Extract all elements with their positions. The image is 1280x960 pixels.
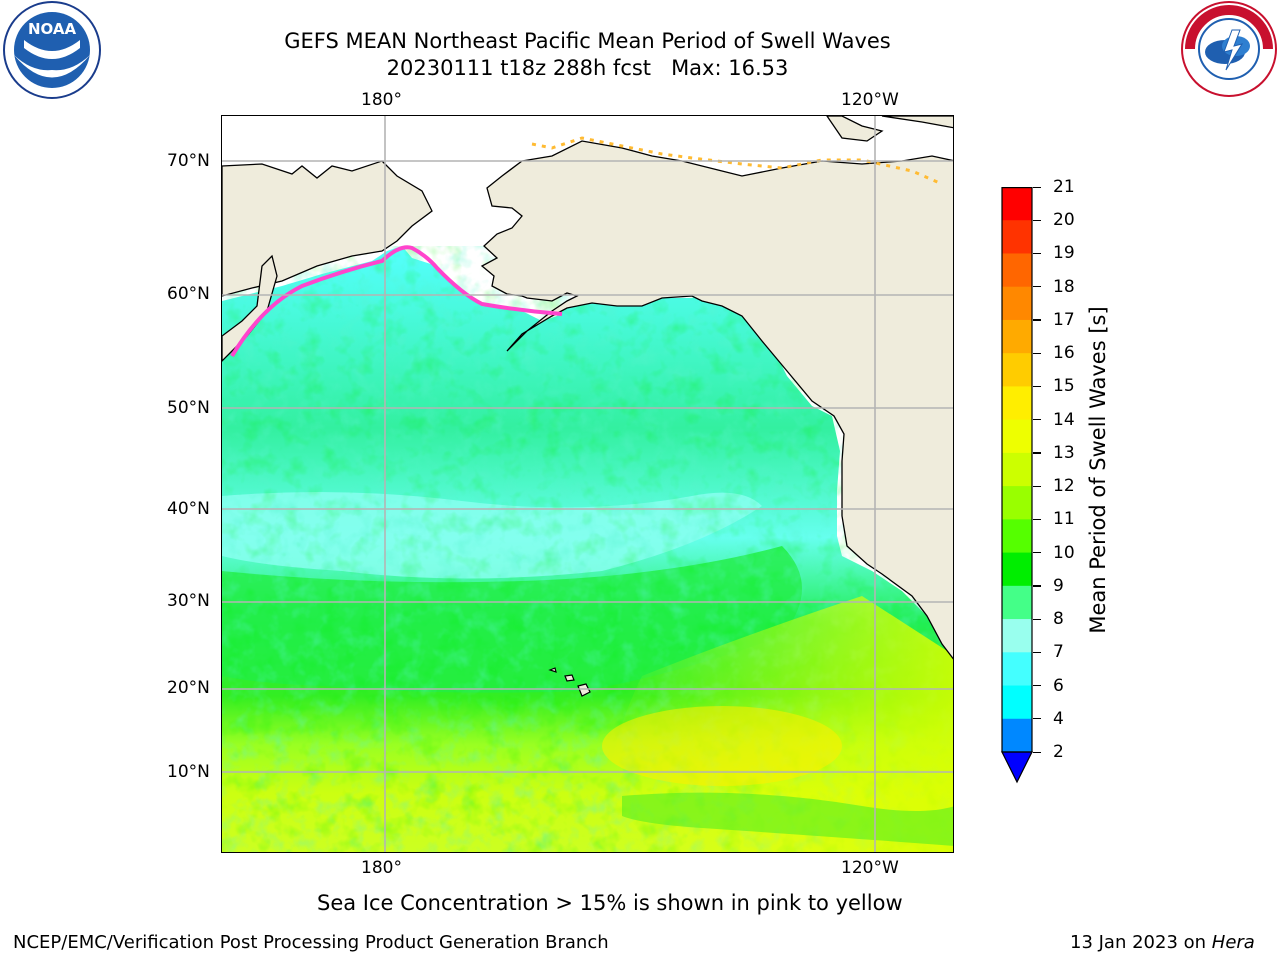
colorbar-swatch bbox=[1002, 353, 1032, 387]
colorbar-swatch bbox=[1002, 187, 1032, 221]
colorbar-swatch bbox=[1002, 419, 1032, 454]
colorbar-tick-label: 8 bbox=[1053, 609, 1064, 630]
lat-label-50n: 50°N bbox=[167, 398, 210, 418]
colorbar-tick-mark bbox=[1033, 552, 1041, 554]
colorbar-swatch bbox=[1002, 585, 1032, 620]
footer-credit: NCEP/EMC/Verification Post Processing Pr… bbox=[13, 932, 609, 953]
lat-label-20n: 20°N bbox=[167, 678, 210, 698]
colorbar-tick-mark bbox=[1033, 385, 1041, 388]
colorbar-tick-label: 7 bbox=[1053, 642, 1064, 663]
colorbar-swatch bbox=[1002, 253, 1032, 288]
colorbar-tick-label: 13 bbox=[1053, 442, 1075, 463]
bottom-lon-label-180: 180° bbox=[361, 858, 402, 878]
svg-text:NOAA: NOAA bbox=[28, 20, 77, 38]
colorbar-tick-label: 12 bbox=[1053, 476, 1075, 497]
sea-ice-note: Sea Ice Concentration > 15% is shown in … bbox=[317, 891, 903, 915]
colorbar-extend-triangle bbox=[1001, 751, 1033, 784]
colorbar-tick-mark bbox=[1033, 252, 1041, 255]
colorbar-swatch bbox=[1002, 519, 1032, 554]
colorbar-tick-mark bbox=[1033, 585, 1041, 587]
lat-label-70n: 70°N bbox=[167, 151, 210, 171]
colorbar-tick-label: 9 bbox=[1053, 575, 1064, 596]
colorbar-tick-mark bbox=[1033, 618, 1041, 620]
colorbar-tick-label: 21 bbox=[1053, 177, 1075, 197]
lat-label-60n: 60°N bbox=[167, 284, 210, 304]
colorbar-tick-label: 20 bbox=[1053, 210, 1075, 231]
nws-logo bbox=[1180, 0, 1278, 98]
footer-machine: Hera bbox=[1211, 932, 1255, 953]
colorbar-tick-label: 17 bbox=[1053, 309, 1075, 330]
noaa-logo: NOAA bbox=[2, 0, 102, 100]
top-lon-label-180: 180° bbox=[361, 90, 402, 110]
map-subtitle: 20230111 t18z 288h fcst Max: 16.53 bbox=[386, 56, 789, 80]
land-siberia bbox=[222, 160, 433, 297]
colorbar-swatch bbox=[1002, 619, 1032, 653]
lat-label-40n: 40°N bbox=[167, 499, 210, 519]
colorbar-tick-label: 19 bbox=[1053, 243, 1075, 264]
colorbar-tick-mark bbox=[1033, 685, 1041, 687]
colorbar-swatch bbox=[1002, 386, 1032, 421]
colorbar-tick-mark bbox=[1033, 219, 1041, 221]
land-north-america bbox=[480, 140, 953, 660]
colorbar-tick-mark bbox=[1033, 419, 1041, 421]
colorbar-tick-mark bbox=[1033, 319, 1041, 321]
colorbar-tick-mark bbox=[1033, 485, 1041, 487]
colorbar-swatch bbox=[1002, 685, 1032, 720]
colorbar-tick-mark bbox=[1033, 718, 1041, 720]
graticule bbox=[222, 116, 953, 852]
colorbar-tick-mark bbox=[1033, 186, 1041, 188]
colorbar-swatch bbox=[1002, 718, 1032, 753]
colorbar-swatch bbox=[1002, 652, 1032, 687]
swell-period-map bbox=[221, 115, 954, 853]
colorbar-tick-label: 18 bbox=[1053, 276, 1075, 297]
colorbar-tick-label: 10 bbox=[1053, 542, 1075, 563]
colorbar-tick-label: 6 bbox=[1053, 675, 1064, 696]
colorbar-tick-label: 2 bbox=[1053, 742, 1064, 762]
map-title: GEFS MEAN Northeast Pacific Mean Period … bbox=[284, 29, 891, 53]
bottom-lon-label-120w: 120°W bbox=[841, 858, 899, 878]
colorbar-label-text: Mean Period of Swell Waves [s] bbox=[1086, 306, 1110, 634]
colorbar-swatch bbox=[1002, 452, 1032, 487]
colorbar-tick-mark bbox=[1033, 518, 1041, 521]
colorbar-tick-mark bbox=[1033, 452, 1041, 454]
colorbar-tick-label: 16 bbox=[1053, 343, 1075, 364]
lat-label-30n: 30°N bbox=[167, 591, 210, 611]
colorbar-tick-label: 4 bbox=[1053, 708, 1064, 729]
colorbar-swatch bbox=[1002, 220, 1032, 254]
colorbar-tick-label: 15 bbox=[1053, 376, 1075, 397]
colorbar-tick-label: 14 bbox=[1053, 409, 1075, 430]
footer-date-text: 13 Jan 2023 on bbox=[1070, 932, 1212, 953]
footer-date: 13 Jan 2023 on Hera bbox=[1070, 932, 1255, 954]
colorbar-swatch bbox=[1002, 319, 1032, 354]
colorbar-outline bbox=[1001, 187, 1033, 753]
lat-label-10n: 10°N bbox=[167, 762, 210, 782]
colorbar-tick-mark bbox=[1033, 286, 1041, 288]
colorbar-tick-mark bbox=[1033, 352, 1041, 354]
colorbar-tick-mark bbox=[1033, 651, 1041, 653]
colorbar bbox=[1001, 187, 1037, 787]
colorbar-swatch bbox=[1002, 286, 1032, 321]
top-lon-label-120w: 120°W bbox=[841, 90, 899, 110]
colorbar-swatch bbox=[1002, 486, 1032, 520]
sea-ice-fringe bbox=[230, 245, 563, 358]
colorbar-swatches bbox=[1001, 187, 1033, 784]
colorbar-tick-mark bbox=[1033, 751, 1041, 753]
colorbar-tick-label: 11 bbox=[1053, 509, 1075, 530]
colorbar-swatch bbox=[1002, 552, 1032, 587]
